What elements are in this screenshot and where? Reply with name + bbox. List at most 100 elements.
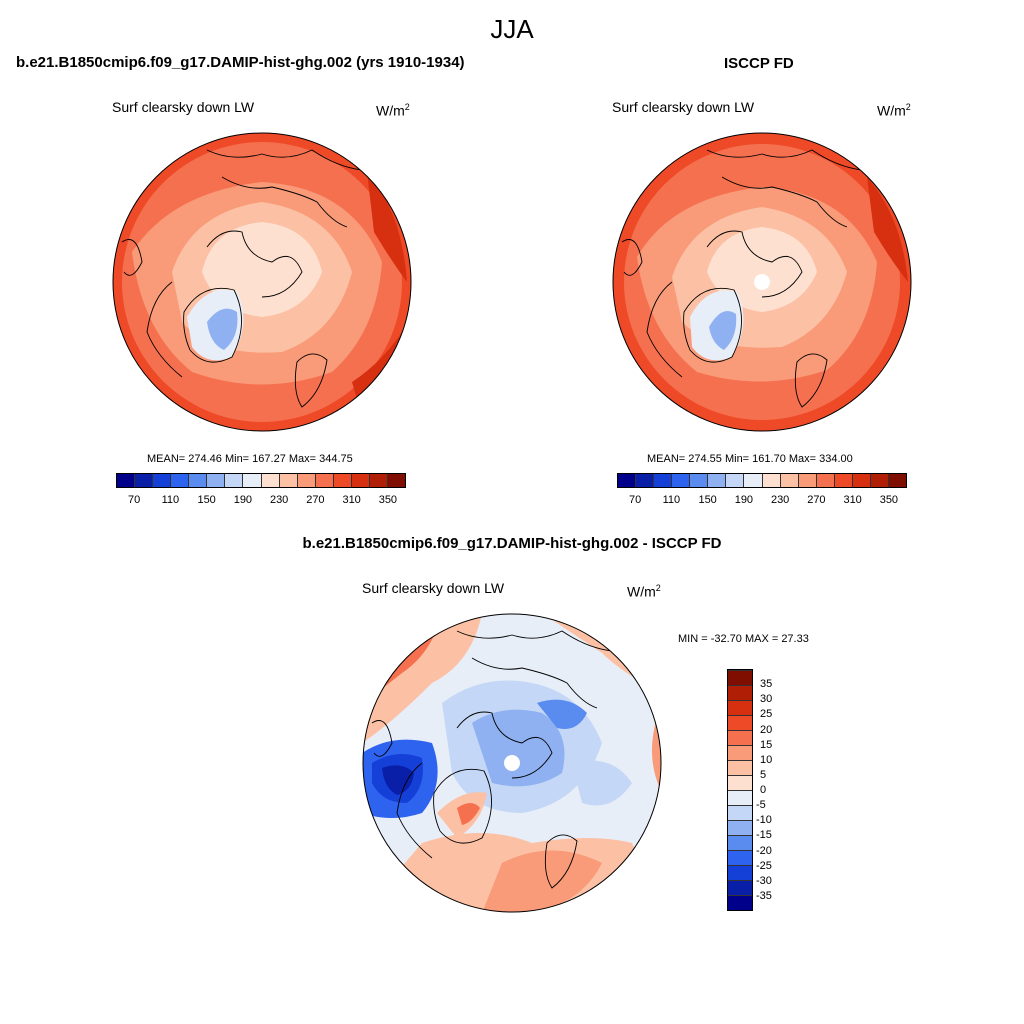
panel-1-colorbar-labels: 70 110 150 190 230 270 310 350	[116, 494, 404, 508]
colorbar-cell	[261, 474, 280, 487]
colorbar-cell	[728, 895, 752, 910]
colorbar-cell	[135, 474, 154, 487]
panel-2-variable: Surf clearsky down LW	[612, 99, 755, 115]
panel-2-colorbar-labels: 70 110 150 190 230 270 310 350	[617, 494, 905, 508]
colorbar-cell	[728, 805, 752, 820]
colorbar-cell	[207, 474, 226, 487]
panel-3-colorbar-labels: 35 30 25 20 15 10 5 0 -5 -10 -15 -20 -25 -30 -35	[756, 669, 790, 910]
colorbar-tick-label: 230	[770, 494, 790, 506]
panel-3-variable: Surf clearsky down LW	[362, 580, 505, 596]
colorbar-cell	[369, 474, 388, 487]
colorbar-cell	[888, 474, 906, 487]
colorbar-tick-label: 270	[807, 494, 826, 506]
colorbar-tick-label: 35	[760, 678, 773, 691]
colorbar-cell	[728, 835, 752, 850]
colorbar-tick-label: 190	[233, 494, 253, 506]
panel-1-title: b.e21.B1850cmip6.f09_g17.DAMIP-hist-ghg.…	[16, 54, 465, 71]
colorbar-tick-label: 25	[760, 708, 773, 721]
colorbar-tick-label: 70	[128, 494, 141, 506]
colorbar-tick-label: 20	[760, 723, 773, 736]
panel-2-title: ISCCP FD	[724, 55, 794, 72]
colorbar-tick-label: 150	[197, 494, 216, 506]
colorbar-cell	[690, 474, 709, 487]
colorbar-cell	[834, 474, 853, 487]
colorbar-cell	[798, 474, 817, 487]
colorbar-cell	[728, 775, 752, 790]
colorbar-tick-label: 0	[760, 784, 767, 796]
colorbar-cell	[728, 745, 752, 760]
colorbar-cell	[762, 474, 781, 487]
colorbar-tick-label: -20	[756, 844, 772, 857]
colorbar-tick-label: 190	[734, 494, 754, 506]
panel-1-units: W/m2	[376, 102, 410, 119]
panel-1-colorbar	[116, 473, 406, 488]
colorbar-tick-label: 310	[843, 494, 862, 506]
panel-1-stats: MEAN= 274.46 Min= 167.27 Max= 344.75	[147, 453, 353, 465]
colorbar-tick-label: 30	[760, 693, 773, 706]
season-title: JJA	[490, 14, 534, 44]
colorbar-cell	[728, 700, 752, 715]
colorbar-cell	[171, 474, 190, 487]
panel-2-stats: MEAN= 274.55 Min= 161.70 Max= 334.00	[647, 453, 853, 465]
panel-2-units: W/m2	[877, 102, 911, 119]
colorbar-tick-label: 350	[378, 494, 398, 506]
colorbar-cell	[189, 474, 208, 487]
colorbar-cell	[728, 715, 752, 730]
panel-1-variable: Surf clearsky down LW	[112, 99, 255, 115]
colorbar-cell	[333, 474, 352, 487]
panel-2-colorbar	[617, 473, 907, 488]
colorbar-cell	[636, 474, 655, 487]
colorbar-cell	[852, 474, 871, 487]
colorbar-cell	[654, 474, 673, 487]
colorbar-cell	[297, 474, 316, 487]
colorbar-cell	[351, 474, 370, 487]
colorbar-tick-label: 230	[269, 494, 289, 506]
colorbar-cell	[708, 474, 727, 487]
colorbar-cell	[816, 474, 835, 487]
colorbar-tick-label: -35	[756, 889, 772, 902]
colorbar-tick-label: 15	[760, 738, 773, 751]
colorbar-cell	[315, 474, 334, 487]
colorbar-tick-label: 270	[306, 494, 325, 506]
colorbar-cell	[153, 474, 172, 487]
panel-3-title: b.e21.B1850cmip6.f09_g17.DAMIP-hist-ghg.…	[302, 535, 722, 552]
colorbar-cell	[744, 474, 763, 487]
colorbar-cell	[618, 474, 637, 487]
colorbar-cell	[728, 760, 752, 775]
colorbar-cell	[728, 865, 752, 880]
colorbar-cell	[117, 474, 136, 487]
colorbar-tick-label: 310	[342, 494, 361, 506]
colorbar-tick-label: -10	[756, 814, 772, 827]
colorbar-tick-label: 70	[629, 494, 642, 506]
colorbar-tick-label: 5	[760, 768, 767, 781]
colorbar-cell	[728, 670, 752, 685]
colorbar-tick-label: 350	[879, 494, 899, 506]
colorbar-cell	[780, 474, 799, 487]
colorbar-cell	[279, 474, 298, 487]
colorbar-cell	[728, 850, 752, 865]
colorbar-cell	[243, 474, 262, 487]
colorbar-cell	[728, 730, 752, 745]
colorbar-cell	[726, 474, 745, 487]
colorbar-tick-label: -15	[756, 829, 772, 842]
colorbar-cell	[728, 820, 752, 835]
colorbar-cell	[225, 474, 244, 487]
panel-1-polar-map	[112, 132, 412, 432]
colorbar-cell	[387, 474, 405, 487]
colorbar-tick-label: -5	[756, 799, 766, 812]
colorbar-cell	[728, 790, 752, 805]
panel-3-units: W/m2	[627, 583, 661, 600]
colorbar-cell	[728, 685, 752, 700]
colorbar-cell	[672, 474, 691, 487]
colorbar-tick-label: 110	[161, 494, 180, 506]
colorbar-tick-label: 110	[662, 494, 681, 506]
panel-3-polar-map	[362, 613, 662, 913]
colorbar-cell	[728, 880, 752, 895]
panel-3-colorbar	[727, 669, 753, 911]
colorbar-tick-label: 10	[760, 753, 773, 766]
colorbar-tick-label: -25	[756, 859, 772, 872]
colorbar-cell	[870, 474, 889, 487]
panel-2-polar-map	[612, 132, 912, 432]
colorbar-tick-label: 150	[698, 494, 717, 506]
colorbar-tick-label: -30	[756, 874, 772, 887]
